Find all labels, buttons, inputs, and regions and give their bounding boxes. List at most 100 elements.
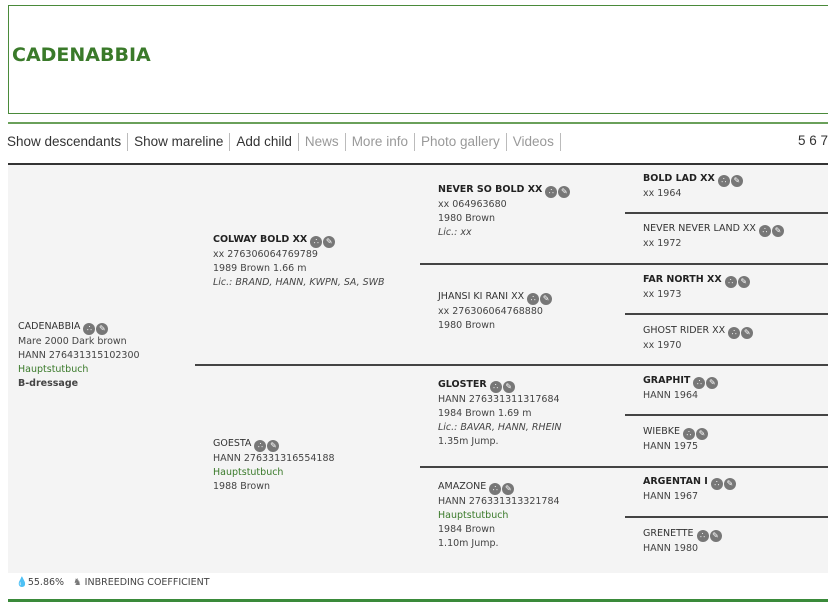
pedigree-horse: ARGENTAN I ∴ ✎ HANN 1967 [643,475,736,504]
pencil-icon[interactable]: ✎ [771,225,784,237]
pencil-icon[interactable]: ✎ [730,175,743,187]
horse-name-link[interactable]: GRAPHIT [643,375,691,386]
horse-name-link[interactable]: GRENETTE [643,528,694,539]
nav-photo-gallery[interactable]: Photo gallery [415,133,507,151]
pencil-icon[interactable]: ✎ [737,276,750,288]
pedigree-horse: COLWAY BOLD XX ∴ ✎ xx 276306064769789 1989 B… [213,233,385,290]
horse-detail: xx 1964 [643,188,682,199]
pedigree-horse: CADENABBIA ∴ ✎ Mare 2000 Dark brown HANN 276… [18,320,140,391]
pencil-icon[interactable]: ✎ [502,381,515,393]
inbreeding-info: 💧55.86% ♞ INBREEDING COEFFICIENT [16,577,210,588]
pencil-icon[interactable]: ✎ [723,478,736,490]
pedigree-horse: NEVER NEVER LAND XX ∴ ✎ xx 1972 [643,222,784,251]
generation-selector[interactable]: 5 6 7 [797,133,828,148]
pedigree-tree-icon[interactable]: ∴ [717,175,730,187]
pedigree-horse: GRENETTE ∴ ✎ HANN 1980 [643,527,722,556]
pedigree-tree-icon[interactable]: ∴ [758,225,771,237]
horse-detail: xx 276306064768880 [438,306,543,317]
horse-detail: xx 276306064769789 [213,249,318,260]
horse-name-link[interactable]: COLWAY BOLD XX [213,234,308,245]
horse-name-link[interactable]: WIEBKE [643,426,680,437]
horse-name-link[interactable]: FAR NORTH XX [643,274,722,285]
horse-detail: xx 1970 [643,340,682,351]
horse-name-link[interactable]: ARGENTAN I [643,476,708,487]
pedigree-horse: GLOSTER ∴ ✎ HANN 276331311317684 1984 Brown … [438,378,561,449]
pencil-icon[interactable]: ✎ [540,293,553,305]
horse-name-link[interactable]: CADENABBIA [18,321,81,332]
pedigree-tree-icon[interactable]: ∴ [693,377,706,389]
pedigree-tree-icon[interactable]: ∴ [489,381,502,393]
pedigree-horse: AMAZONE ∴ ✎ HANN 276331313321784 Hauptstutbu… [438,480,560,551]
pedigree-horse: FAR NORTH XX ∴ ✎ xx 1973 [643,273,750,302]
horse-detail: B-dressage [18,378,79,389]
pedigree-divider [625,212,828,214]
pencil-icon[interactable]: ✎ [741,327,754,339]
pedigree-horse: GRAPHIT ∴ ✎ HANN 1964 [643,374,719,403]
pedigree-divider [420,263,828,265]
divider [8,122,828,124]
pedigree-tree-icon[interactable]: ∴ [710,478,723,490]
nav-news[interactable]: News [299,133,346,151]
pedigree-horse: JHANSI KI RANI XX ∴ ✎ xx 276306064768880 198… [438,290,553,333]
pedigree-tree-icon[interactable]: ∴ [696,530,709,542]
pedigree-divider [625,313,828,315]
horse-detail: Hauptstutbuch [213,467,284,478]
action-nav: Show descendants Show mareline Add child Ne… [7,133,561,151]
pencil-icon[interactable]: ✎ [96,323,109,335]
pedigree-tree-icon[interactable]: ∴ [83,323,96,335]
pencil-icon[interactable]: ✎ [706,377,719,389]
horse-detail: Lic.: BAVAR, HANN, RHEIN [438,422,562,433]
pedigree-tree-icon[interactable]: ∴ [728,327,741,339]
pencil-icon[interactable]: ✎ [502,483,515,495]
horse-detail: 1980 Brown [438,213,496,224]
horse-name-link[interactable]: NEVER NEVER LAND XX [643,223,756,234]
nav-show-descendants[interactable]: Show descendants [7,133,129,151]
nav-videos[interactable]: Videos [507,133,561,151]
pedigree-tree-icon[interactable]: ∴ [527,293,540,305]
horse-detail: HANN 1967 [643,491,699,502]
horse-name-link[interactable]: BOLD LAD XX [643,173,715,184]
pencil-icon[interactable]: ✎ [323,236,336,248]
horse-detail: Lic.: BRAND, HANN, KWPN, SA, SWB [213,277,385,288]
horse-name-link[interactable]: JHANSI KI RANI XX [438,291,525,302]
horse-detail: xx 064963680 [438,199,507,210]
horse-detail: HANN 276431315102300 [18,350,140,361]
pedigree-divider [625,414,828,416]
pedigree-horse: WIEBKE ∴ ✎ HANN 1975 [643,425,708,454]
pedigree-tree-icon[interactable]: ∴ [724,276,737,288]
horse-icon[interactable]: ♞ [73,577,82,588]
pencil-icon[interactable]: ✎ [695,428,708,440]
horse-name-link[interactable]: GOESTA [213,438,252,449]
pedigree-divider [625,516,828,518]
pedigree-tree-icon[interactable]: ∴ [254,440,267,452]
horse-detail: 1980 Brown [438,320,496,331]
pencil-icon[interactable]: ✎ [267,440,280,452]
horse-name-link[interactable]: GLOSTER [438,379,487,390]
pedigree-tree-icon[interactable]: ∴ [489,483,502,495]
horse-detail: Mare 2000 Dark brown [18,336,127,347]
pedigree-divider [195,364,828,366]
horse-detail: 1988 Brown [213,481,271,492]
horse-detail: Hauptstutbuch [18,364,89,375]
horse-name-link[interactable]: GHOST RIDER XX [643,325,726,336]
pedigree-tree-icon[interactable]: ∴ [682,428,695,440]
page-title: CADENABBIA [12,44,151,66]
nav-add-child[interactable]: Add child [230,133,299,151]
inbreeding-coefficient: 55.86% [27,577,65,588]
horse-detail: Lic.: xx [438,227,472,238]
horse-detail: HANN 1964 [643,390,699,401]
pencil-icon[interactable]: ✎ [558,186,571,198]
horse-detail: 1989 Brown 1.66 m [213,263,307,274]
nav-show-mareline[interactable]: Show mareline [128,133,231,151]
horse-name-link[interactable]: AMAZONE [438,481,487,492]
pencil-icon[interactable]: ✎ [709,530,722,542]
nav-more-info[interactable]: More info [346,133,415,151]
horse-name-link[interactable]: NEVER SO BOLD XX [438,184,543,195]
pedigree-tree-icon[interactable]: ∴ [545,186,558,198]
inbreeding-label[interactable]: INBREEDING COEFFICIENT [84,577,210,588]
horse-detail: 1.35m Jump. [438,436,499,447]
horse-detail: 1.10m Jump. [438,538,499,549]
horse-detail: HANN 276331311317684 [438,394,560,405]
horse-detail: Hauptstutbuch [438,510,509,521]
pedigree-tree-icon[interactable]: ∴ [310,236,323,248]
